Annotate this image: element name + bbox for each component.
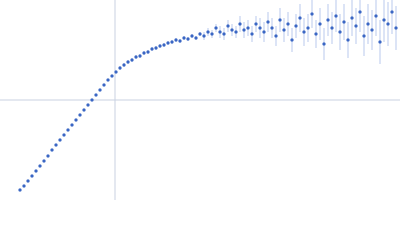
data-point bbox=[154, 46, 158, 50]
data-point bbox=[66, 128, 70, 132]
data-point bbox=[194, 36, 198, 40]
data-point bbox=[118, 66, 122, 70]
data-point bbox=[342, 20, 346, 24]
data-point bbox=[214, 26, 218, 30]
data-point bbox=[226, 24, 230, 28]
data-point bbox=[238, 22, 242, 26]
data-point bbox=[270, 26, 274, 30]
data-point bbox=[210, 32, 214, 36]
data-point bbox=[222, 32, 226, 36]
data-point bbox=[134, 55, 138, 59]
data-point bbox=[254, 22, 258, 26]
data-point bbox=[142, 51, 146, 55]
data-point bbox=[74, 118, 78, 122]
data-point bbox=[50, 148, 54, 152]
data-point bbox=[182, 36, 186, 40]
data-point bbox=[34, 169, 38, 173]
data-point bbox=[150, 47, 154, 51]
data-point bbox=[354, 24, 358, 28]
data-point bbox=[306, 26, 310, 30]
data-point bbox=[258, 26, 262, 30]
data-point bbox=[58, 138, 62, 142]
data-point bbox=[202, 34, 206, 38]
data-point bbox=[78, 113, 82, 117]
data-point bbox=[122, 63, 126, 67]
data-point bbox=[90, 98, 94, 102]
data-point bbox=[230, 28, 234, 32]
data-point bbox=[334, 14, 338, 18]
data-point bbox=[218, 30, 222, 34]
data-point bbox=[390, 10, 394, 14]
data-point bbox=[346, 38, 350, 42]
data-point bbox=[294, 24, 298, 28]
data-point bbox=[38, 164, 42, 168]
data-point bbox=[378, 40, 382, 44]
data-point bbox=[130, 58, 134, 62]
data-point bbox=[110, 74, 114, 78]
data-point bbox=[162, 43, 166, 47]
data-point bbox=[282, 28, 286, 32]
data-point bbox=[146, 50, 150, 54]
data-point bbox=[114, 70, 118, 74]
data-point bbox=[170, 40, 174, 44]
data-point bbox=[234, 30, 238, 34]
data-point bbox=[46, 154, 50, 158]
data-point bbox=[366, 22, 370, 26]
data-point bbox=[262, 30, 266, 34]
data-point bbox=[350, 16, 354, 20]
data-point bbox=[326, 18, 330, 22]
data-point bbox=[82, 108, 86, 112]
data-point bbox=[290, 38, 294, 42]
data-point bbox=[106, 78, 110, 82]
data-point bbox=[54, 143, 58, 147]
data-point bbox=[42, 159, 46, 163]
data-point bbox=[98, 88, 102, 92]
data-point bbox=[358, 10, 362, 14]
data-point bbox=[186, 37, 190, 41]
data-point bbox=[62, 133, 66, 137]
data-point bbox=[138, 54, 142, 58]
data-point bbox=[310, 12, 314, 16]
data-point bbox=[178, 39, 182, 43]
data-point bbox=[298, 16, 302, 20]
data-point bbox=[386, 22, 390, 26]
data-point bbox=[86, 103, 90, 107]
data-point bbox=[250, 32, 254, 36]
data-point bbox=[242, 28, 246, 32]
data-point bbox=[286, 22, 290, 26]
data-point bbox=[362, 34, 366, 38]
data-point bbox=[126, 60, 130, 64]
data-point bbox=[190, 34, 194, 38]
data-point bbox=[102, 83, 106, 87]
data-point bbox=[318, 22, 322, 26]
data-point bbox=[198, 32, 202, 36]
data-point bbox=[374, 14, 378, 18]
data-point bbox=[22, 184, 26, 188]
data-point bbox=[314, 32, 318, 36]
data-point bbox=[174, 38, 178, 42]
data-point bbox=[166, 41, 170, 45]
data-point bbox=[26, 179, 30, 183]
data-point bbox=[18, 188, 22, 192]
data-point bbox=[302, 30, 306, 34]
data-point bbox=[382, 18, 386, 22]
data-point bbox=[394, 26, 398, 30]
data-point bbox=[30, 174, 34, 178]
data-point bbox=[338, 30, 342, 34]
chart bbox=[0, 0, 400, 200]
data-point bbox=[322, 42, 326, 46]
data-point bbox=[246, 26, 250, 30]
data-point bbox=[278, 18, 282, 22]
data-point bbox=[330, 26, 334, 30]
data-point bbox=[70, 123, 74, 127]
data-point bbox=[370, 28, 374, 32]
data-point bbox=[158, 44, 162, 48]
data-point bbox=[94, 93, 98, 97]
data-point bbox=[274, 34, 278, 38]
data-point bbox=[206, 30, 210, 34]
data-point bbox=[266, 20, 270, 24]
